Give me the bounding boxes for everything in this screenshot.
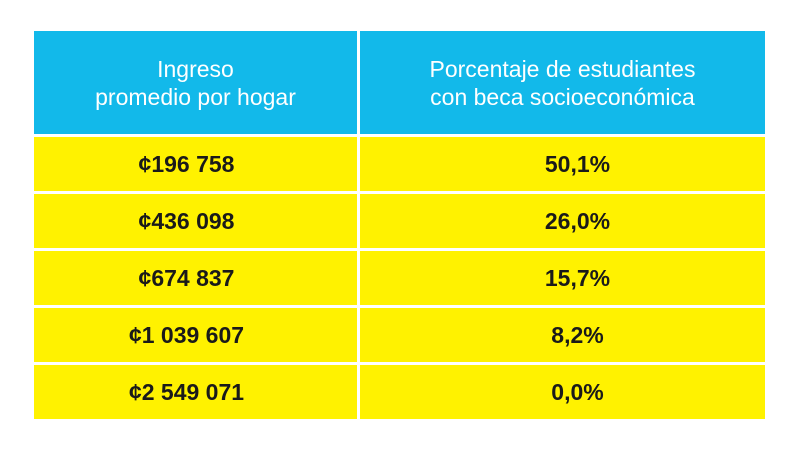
percentage-cell: 15,7% bbox=[360, 251, 765, 305]
column-header-scholarship: Porcentaje de estudiantes con beca socio… bbox=[360, 31, 765, 134]
table-header-row: Ingreso promedio por hogar Porcentaje de… bbox=[34, 31, 765, 134]
table-row: ¢196 758 50,1% bbox=[34, 137, 765, 191]
data-table: Ingreso promedio por hogar Porcentaje de… bbox=[34, 31, 765, 419]
income-cell: ¢436 098 bbox=[34, 194, 357, 248]
percentage-cell: 8,2% bbox=[360, 308, 765, 362]
percentage-cell: 0,0% bbox=[360, 365, 765, 419]
table-row: ¢674 837 15,7% bbox=[34, 251, 765, 305]
table-row: ¢1 039 607 8,2% bbox=[34, 308, 765, 362]
percentage-cell: 26,0% bbox=[360, 194, 765, 248]
table-row: ¢2 549 071 0,0% bbox=[34, 365, 765, 419]
percentage-cell: 50,1% bbox=[360, 137, 765, 191]
table-row: ¢436 098 26,0% bbox=[34, 194, 765, 248]
income-cell: ¢674 837 bbox=[34, 251, 357, 305]
income-cell: ¢196 758 bbox=[34, 137, 357, 191]
income-cell: ¢2 549 071 bbox=[34, 365, 357, 419]
income-cell: ¢1 039 607 bbox=[34, 308, 357, 362]
column-header-income-label: Ingreso promedio por hogar bbox=[95, 55, 296, 110]
column-header-scholarship-label: Porcentaje de estudiantes con beca socio… bbox=[429, 55, 696, 110]
column-header-income: Ingreso promedio por hogar bbox=[34, 31, 357, 134]
